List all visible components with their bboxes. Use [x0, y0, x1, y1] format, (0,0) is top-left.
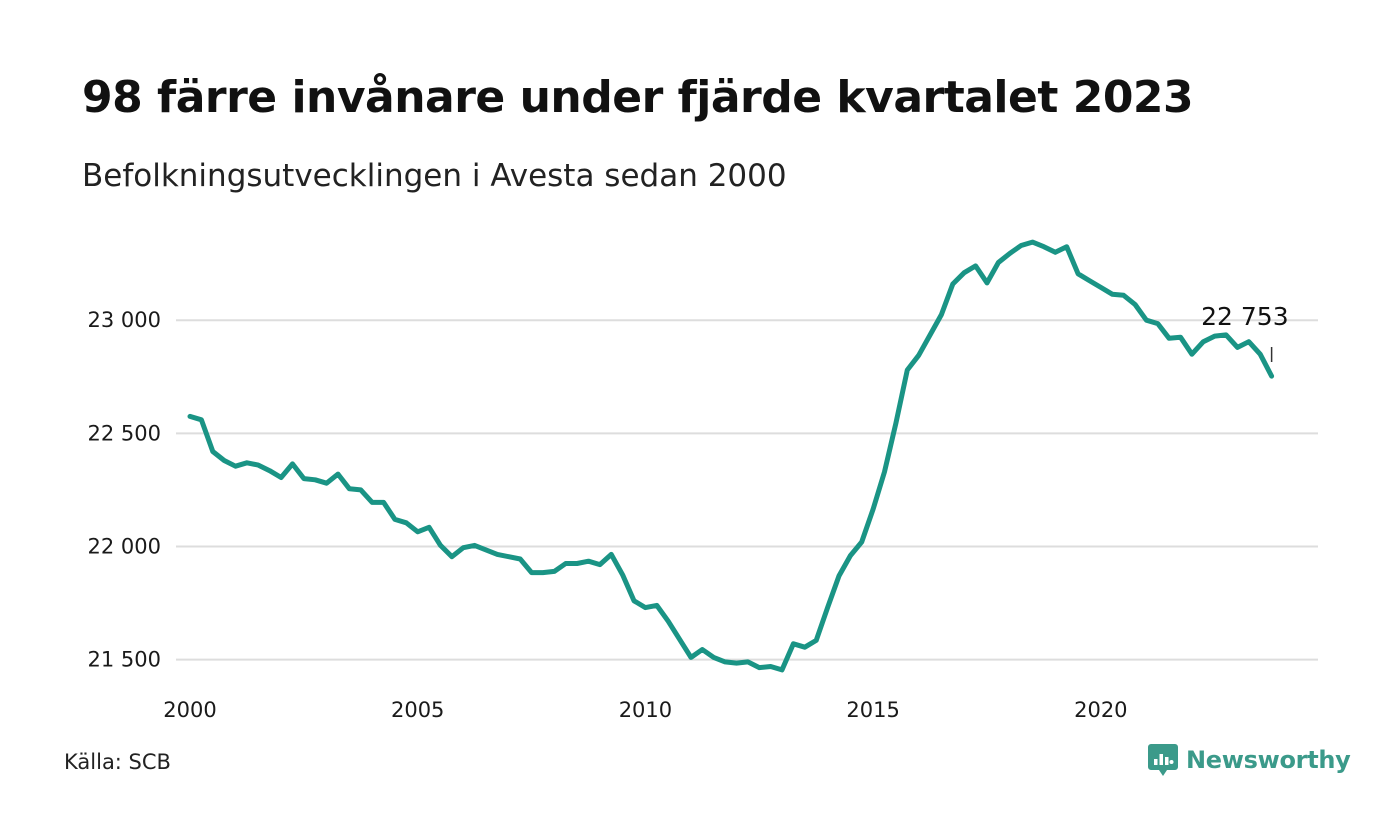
series-line [187, 239, 1275, 673]
chart-subtitle: Befolkningsutvecklingen i Avesta sedan 2… [82, 158, 787, 194]
y-tick-label: 21 500 [88, 648, 161, 672]
x-tick-label: 2020 [1074, 698, 1127, 722]
brand[interactable]: Newsworthy [1148, 742, 1351, 778]
x-axis-tick-labels: 2000 2005 2010 2015 2020 [163, 698, 1127, 722]
annotation-label: 22 753 [1201, 302, 1288, 331]
newsworthy-logo-icon [1148, 744, 1178, 776]
series-layer [187, 239, 1275, 673]
x-tick-label: 2000 [163, 698, 216, 722]
source-note: Källa: SCB [64, 750, 171, 774]
x-tick-label: 2005 [391, 698, 444, 722]
brand-name: Newsworthy [1186, 746, 1351, 774]
y-tick-label: 23 000 [88, 308, 161, 332]
y-axis-tick-labels: 21 500 22 000 22 500 23 000 [88, 308, 161, 671]
y-tick-label: 22 500 [88, 421, 161, 445]
y-tick-label: 22 000 [88, 535, 161, 559]
x-tick-label: 2015 [846, 698, 899, 722]
chart-title: 98 färre invånare under fjärde kvartalet… [82, 72, 1194, 123]
annotation-layer: 22 753 [1201, 302, 1289, 362]
x-tick-label: 2010 [619, 698, 672, 722]
